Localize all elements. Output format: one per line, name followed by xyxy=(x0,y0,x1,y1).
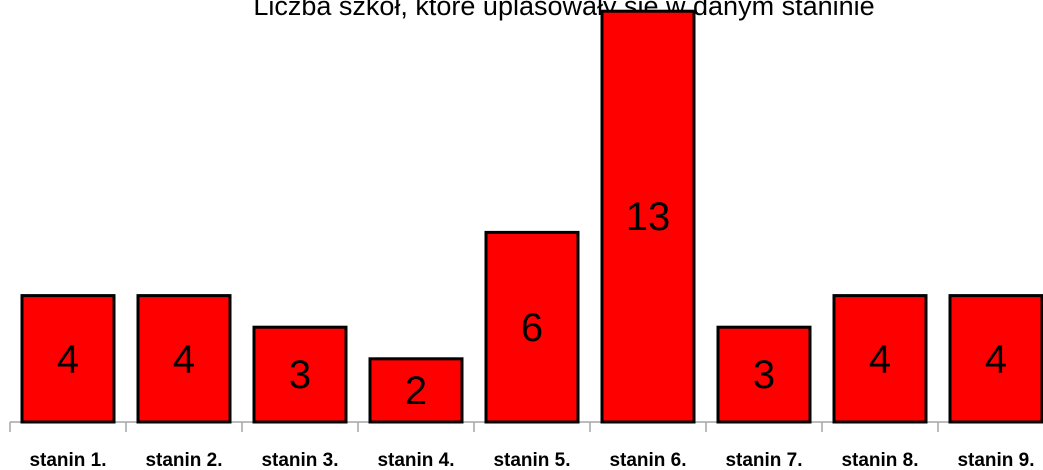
x-tick-label: stanin 4. xyxy=(377,450,454,470)
bar xyxy=(20,294,116,424)
x-tick-label: stanin 9. xyxy=(957,450,1034,470)
x-tick-label: stanin 5. xyxy=(493,450,570,470)
value-label: 4 xyxy=(57,337,79,381)
value-label: 2 xyxy=(405,369,427,413)
chart-title: Liczba szkół, które uplasowały się w dan… xyxy=(253,0,874,21)
x-tick-label: stanin 8. xyxy=(841,450,918,470)
value-label: 13 xyxy=(626,195,671,239)
bar xyxy=(252,325,348,424)
bar xyxy=(832,294,928,424)
x-tick-label: stanin 7. xyxy=(725,450,802,470)
value-label: 4 xyxy=(869,337,891,381)
value-label: 3 xyxy=(289,353,311,397)
x-tick-label: stanin 2. xyxy=(145,450,222,470)
value-label: 4 xyxy=(173,337,195,381)
bar xyxy=(716,325,812,424)
bar xyxy=(484,230,580,424)
value-label: 3 xyxy=(753,353,775,397)
x-tick-label: stanin 1. xyxy=(29,450,106,470)
bar xyxy=(600,9,696,424)
bar xyxy=(948,294,1043,424)
bar xyxy=(368,357,464,424)
x-tick-label: stanin 6. xyxy=(609,450,686,470)
bar xyxy=(136,294,232,424)
value-label: 4 xyxy=(985,337,1007,381)
value-label: 6 xyxy=(521,306,543,350)
x-tick-label: stanin 3. xyxy=(261,450,338,470)
